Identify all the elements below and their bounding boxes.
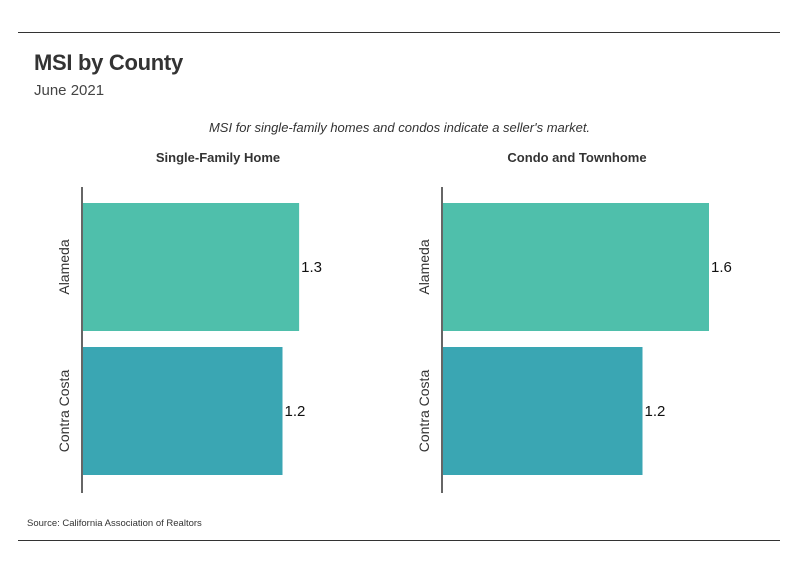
bar-contra-costa [83,347,283,475]
bar-alameda [443,203,709,331]
bar-contra-costa [443,347,643,475]
data-label: 1.6 [711,259,732,276]
category-label: Contra Costa [416,370,432,453]
panel-title: Condo and Townhome [507,150,646,165]
panel-2: Condo and Townhome 1.6 Alameda 1.2 Contra Co… [416,150,732,493]
data-label: 1.2 [645,403,666,420]
category-label: Alameda [416,239,432,294]
data-label: 1.2 [285,403,306,420]
chart-subtitle: June 2021 [34,82,105,99]
chart-note-text: MSI for single-family homes and condos i… [208,120,591,135]
bar-alameda [83,203,300,331]
chart-title: MSI by County [34,50,183,75]
category-label: Contra Costa [56,370,72,453]
panel-1: Single-Family Home 1.3 Alameda 1.2 Contra Co… [56,150,322,493]
data-label: 1.3 [301,259,322,276]
chart-note: MSI for single-family homes and condos i… [0,120,799,135]
category-label: Alameda [56,239,72,294]
panel-title: Single-Family Home [156,150,280,165]
bottom-rule [18,540,780,541]
top-rule [18,32,780,33]
source-note: Source: California Association of Realto… [27,518,202,529]
